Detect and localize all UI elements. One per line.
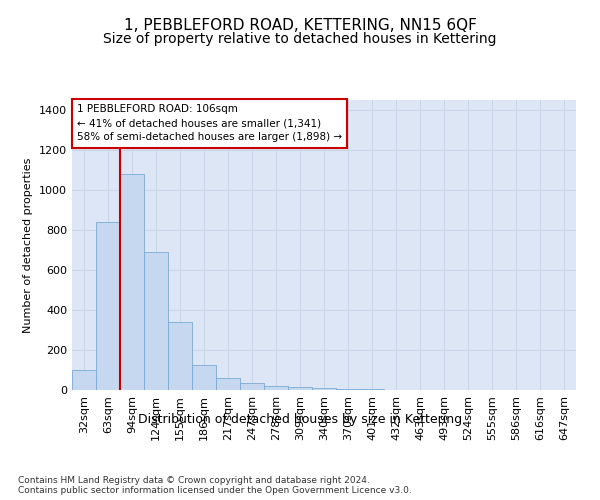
Text: 1, PEBBLEFORD ROAD, KETTERING, NN15 6QF: 1, PEBBLEFORD ROAD, KETTERING, NN15 6QF xyxy=(124,18,476,32)
Text: 1 PEBBLEFORD ROAD: 106sqm
← 41% of detached houses are smaller (1,341)
58% of se: 1 PEBBLEFORD ROAD: 106sqm ← 41% of detac… xyxy=(77,104,342,142)
Bar xyxy=(96,222,120,390)
Bar xyxy=(360,389,384,390)
Bar xyxy=(240,383,264,390)
Text: Distribution of detached houses by size in Kettering: Distribution of detached houses by size … xyxy=(138,412,462,426)
Bar xyxy=(216,378,240,390)
Bar xyxy=(120,174,144,390)
Bar xyxy=(144,252,168,390)
Y-axis label: Number of detached properties: Number of detached properties xyxy=(23,158,34,332)
Text: Contains HM Land Registry data © Crown copyright and database right 2024.
Contai: Contains HM Land Registry data © Crown c… xyxy=(18,476,412,495)
Bar xyxy=(168,322,192,390)
Bar xyxy=(288,387,312,390)
Bar xyxy=(336,388,360,390)
Text: Size of property relative to detached houses in Kettering: Size of property relative to detached ho… xyxy=(103,32,497,46)
Bar xyxy=(192,365,216,390)
Bar xyxy=(312,388,336,390)
Bar xyxy=(72,370,96,390)
Bar xyxy=(264,386,288,390)
